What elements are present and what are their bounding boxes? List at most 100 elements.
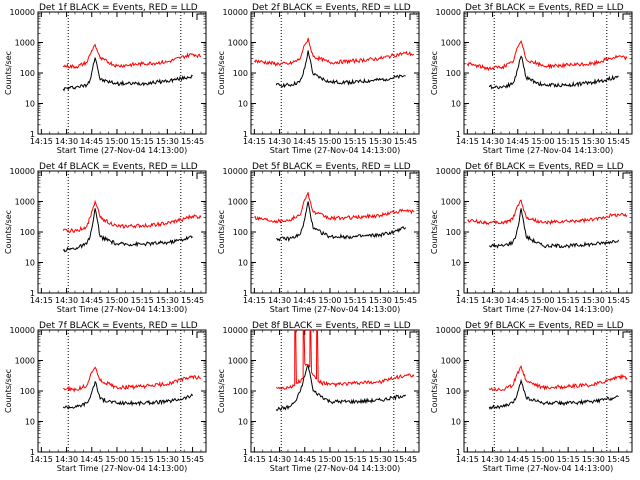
x-tick-label: 14:30	[55, 296, 78, 305]
x-tick-label: 15:00	[318, 137, 341, 146]
y-axis-label: Counts/sec	[4, 369, 13, 413]
legend-bracket-mark	[409, 331, 417, 338]
lld-series-line	[488, 365, 628, 392]
x-tick-label: 15:30	[582, 296, 605, 305]
y-tick-label: 1000	[228, 198, 248, 207]
x-tick-label: 15:45	[181, 137, 204, 146]
lld-series-line	[254, 192, 415, 224]
x-tick-label: 14:15	[30, 137, 53, 146]
chart-panel-2: Det 2f BLACK = Events, RED = LLD 1 10 100 10…	[217, 3, 420, 155]
x-tick-label: 14:30	[55, 455, 78, 464]
x-tick-label: 14:15	[243, 455, 266, 464]
x-tick-label: 14:45	[80, 455, 103, 464]
x-tick-label: 15:00	[105, 296, 128, 305]
lld-series-line	[467, 199, 628, 226]
y-tick-label: 1	[30, 130, 35, 139]
x-tick-label: 15:15	[557, 296, 580, 305]
x-tick-label: 15:15	[344, 137, 367, 146]
x-tick-label: 15:30	[156, 455, 179, 464]
x-tick-label: 15:45	[607, 455, 630, 464]
chart-title: Det 4f BLACK = Events, RED = LLD	[39, 162, 198, 172]
y-tick-label: 1000	[441, 198, 461, 207]
x-tick-label: 15:00	[531, 455, 554, 464]
x-tick-label: 14:45	[506, 296, 529, 305]
chart-panel-4: Det 4f BLACK = Events, RED = LLD 1 10 100 10…	[4, 162, 207, 314]
chart-title: Det 7f BLACK = Events, RED = LLD	[39, 321, 198, 331]
y-tick-label: 100	[233, 228, 248, 237]
chart-title: Det 1f BLACK = Events, RED = LLD	[39, 3, 198, 13]
events-series-line	[275, 50, 406, 89]
y-tick-label: 100	[20, 69, 35, 78]
lld-series-line	[253, 37, 415, 67]
y-tick-label: 10	[451, 100, 461, 109]
x-axis-label: Start Time (27-Nov-04 14:13:00)	[57, 305, 187, 314]
x-tick-label: 15:45	[394, 137, 417, 146]
legend-bracket-mark	[409, 13, 417, 20]
events-series-line	[276, 201, 407, 243]
x-tick-label: 15:45	[607, 137, 630, 146]
x-tick-label: 14:15	[243, 137, 266, 146]
x-tick-label: 15:00	[105, 137, 128, 146]
y-tick-label: 100	[446, 387, 461, 396]
chart-panel-5: Det 5f BLACK = Events, RED = LLD 1 10 100 10…	[217, 162, 420, 314]
y-tick-label: 10000	[223, 326, 248, 335]
x-tick-label: 14:15	[456, 296, 479, 305]
y-tick-label: 10000	[436, 8, 461, 17]
events-series-line	[62, 380, 194, 410]
x-tick-label: 15:45	[181, 296, 204, 305]
y-tick-label: 10	[25, 418, 35, 427]
x-tick-label: 14:15	[456, 137, 479, 146]
y-tick-label: 1	[456, 289, 461, 298]
chart-title: Det 8f BLACK = Events, RED = LLD	[252, 321, 411, 331]
x-tick-label: 15:15	[131, 455, 154, 464]
x-tick-label: 14:30	[481, 137, 504, 146]
x-tick-label: 15:30	[156, 137, 179, 146]
y-axis-label: Counts/sec	[430, 369, 439, 413]
y-tick-label: 10000	[223, 167, 248, 176]
x-axis-label: Start Time (27-Nov-04 14:13:00)	[483, 464, 613, 473]
chart-panel-1: Det 1f BLACK = Events, RED = LLD 1 10 100 10…	[4, 3, 207, 155]
y-axis-label: Counts/sec	[217, 210, 226, 254]
y-tick-label: 1000	[15, 39, 35, 48]
y-tick-label: 1000	[228, 39, 248, 48]
chart-title: Det 6f BLACK = Events, RED = LLD	[465, 162, 624, 172]
chart-title: Det 5f BLACK = Events, RED = LLD	[252, 162, 411, 172]
x-tick-label: 14:15	[243, 296, 266, 305]
x-tick-label: 15:15	[557, 455, 580, 464]
y-tick-label: 1000	[441, 357, 461, 366]
y-tick-label: 1000	[228, 357, 248, 366]
x-tick-label: 15:00	[105, 455, 128, 464]
x-tick-label: 15:00	[531, 137, 554, 146]
x-tick-label: 15:15	[131, 296, 154, 305]
events-series-line	[62, 208, 193, 253]
x-tick-label: 14:45	[506, 137, 529, 146]
events-series-line	[488, 378, 619, 410]
lld-series-line	[62, 43, 202, 70]
x-tick-label: 14:45	[80, 137, 103, 146]
legend-bracket-mark	[622, 13, 630, 20]
legend-bracket-mark	[622, 331, 630, 338]
y-axis-label: Counts/sec	[4, 51, 13, 95]
x-tick-label: 15:15	[344, 296, 367, 305]
y-tick-label: 100	[446, 228, 461, 237]
y-tick-label: 10	[451, 418, 461, 427]
y-tick-label: 100	[446, 69, 461, 78]
x-axis-label: Start Time (27-Nov-04 14:13:00)	[270, 464, 400, 473]
y-tick-label: 100	[20, 387, 35, 396]
y-tick-label: 1	[243, 289, 248, 298]
x-tick-label: 14:30	[268, 455, 291, 464]
x-axis-label: Start Time (27-Nov-04 14:13:00)	[270, 146, 400, 155]
lld-series-line	[275, 329, 415, 390]
x-tick-label: 14:45	[293, 137, 316, 146]
y-axis-label: Counts/sec	[217, 369, 226, 413]
x-tick-label: 15:15	[557, 137, 580, 146]
y-tick-label: 1	[30, 289, 35, 298]
x-tick-label: 14:45	[293, 296, 316, 305]
x-tick-label: 15:30	[582, 455, 605, 464]
x-axis-label: Start Time (27-Nov-04 14:13:00)	[483, 146, 613, 155]
x-tick-label: 15:00	[318, 296, 341, 305]
events-series-line	[62, 57, 193, 92]
legend-bracket-mark	[196, 172, 204, 179]
x-tick-label: 14:30	[268, 137, 291, 146]
y-tick-label: 100	[233, 387, 248, 396]
